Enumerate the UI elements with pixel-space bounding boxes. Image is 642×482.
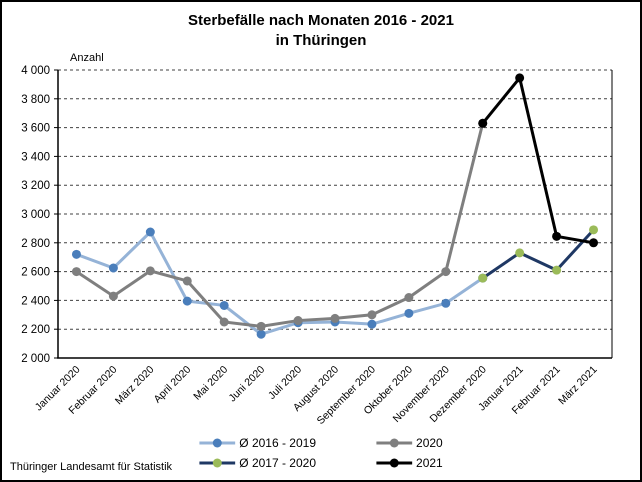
data-point xyxy=(515,248,525,258)
source-label: Thüringer Landesamt für Statistik xyxy=(10,461,173,473)
x-tick-label: April 2020 xyxy=(151,364,193,406)
data-point xyxy=(478,118,488,128)
data-point xyxy=(441,298,451,308)
data-point xyxy=(330,313,340,323)
data-point xyxy=(71,249,81,259)
data-point xyxy=(219,300,229,310)
data-point xyxy=(404,293,414,303)
y-tick-label: 3 600 xyxy=(21,123,50,135)
data-point xyxy=(515,73,525,83)
data-point xyxy=(367,310,377,320)
y-tick-label: 4 000 xyxy=(21,65,50,77)
legend-label-2020: 2020 xyxy=(416,436,443,450)
chart-title-line2: in Thüringen xyxy=(275,32,367,50)
data-point xyxy=(182,276,192,286)
y-tick-label: 2 400 xyxy=(21,295,50,307)
legend-swatch-avg-2017-2020-icon xyxy=(199,458,236,468)
data-point xyxy=(478,273,488,283)
legend-swatch-2020-icon xyxy=(376,438,413,448)
legend-item-2021: 2021 xyxy=(376,456,443,470)
data-point xyxy=(145,266,155,276)
series-line-3 xyxy=(481,228,595,280)
data-point xyxy=(71,267,81,277)
data-point xyxy=(589,238,599,248)
chart-title: Sterbefälle nach Monaten 2016 - 2021 in … xyxy=(2,11,640,52)
y-tick-label: 3 200 xyxy=(21,180,50,192)
x-tick-label: März 2021 xyxy=(556,364,600,408)
y-tick-label: 3 800 xyxy=(21,94,50,106)
y-tick-label: 2 200 xyxy=(21,324,50,336)
plot-area: 2 000 2 200 2 400 2 600 2 800 3 000 3 200 3 400… xyxy=(21,65,613,427)
data-point xyxy=(256,321,266,331)
y-tick-label: 2 600 xyxy=(21,267,50,279)
x-tick-label: Juni 2020 xyxy=(227,364,268,405)
y-tick-label: 2 800 xyxy=(21,238,50,250)
data-point xyxy=(367,319,377,329)
y-tick-label: 3 000 xyxy=(21,209,50,221)
series-line-1 xyxy=(75,229,484,336)
legend-label-avg-2017-2020: Ø 2017 - 2020 xyxy=(239,456,317,470)
legend-item-2020: 2020 xyxy=(376,436,443,450)
data-point xyxy=(108,291,118,301)
data-point xyxy=(256,329,266,339)
data-point xyxy=(441,267,451,277)
x-tick-label: März 2020 xyxy=(113,364,157,408)
data-point xyxy=(552,265,562,275)
y-tick-label: 3 400 xyxy=(21,151,50,163)
legend-swatch-2021-icon xyxy=(376,458,413,468)
data-point xyxy=(589,225,599,235)
data-point xyxy=(182,296,192,306)
legend-label-avg-2016-2019: Ø 2016 - 2019 xyxy=(239,436,317,450)
series-line-2 xyxy=(75,122,485,328)
legend-swatch-avg-2016-2019-icon xyxy=(199,438,236,448)
x-tick-label: Mai 2020 xyxy=(191,364,230,403)
legend-item-avg-2017-2020: Ø 2017 - 2020 xyxy=(199,456,316,470)
data-point xyxy=(404,308,414,318)
x-tick-label: Juli 2020 xyxy=(266,364,304,402)
legend-label-2021: 2021 xyxy=(416,456,443,470)
legend-item-avg-2016-2019: Ø 2016 - 2019 xyxy=(199,436,316,450)
data-point xyxy=(219,317,229,327)
data-point xyxy=(145,227,155,237)
y-axis-label: Anzahl xyxy=(70,52,104,64)
data-point xyxy=(108,263,118,273)
chart-title-line1: Sterbefälle nach Monaten 2016 - 2021 xyxy=(188,12,454,29)
series-line-4 xyxy=(481,74,594,245)
legend: Ø 2016 - 2019 2020 Ø 2017 - 2020 2021 xyxy=(199,436,443,470)
y-tick-label: 2 000 xyxy=(21,353,50,365)
data-point xyxy=(293,316,303,326)
data-point xyxy=(552,231,562,241)
